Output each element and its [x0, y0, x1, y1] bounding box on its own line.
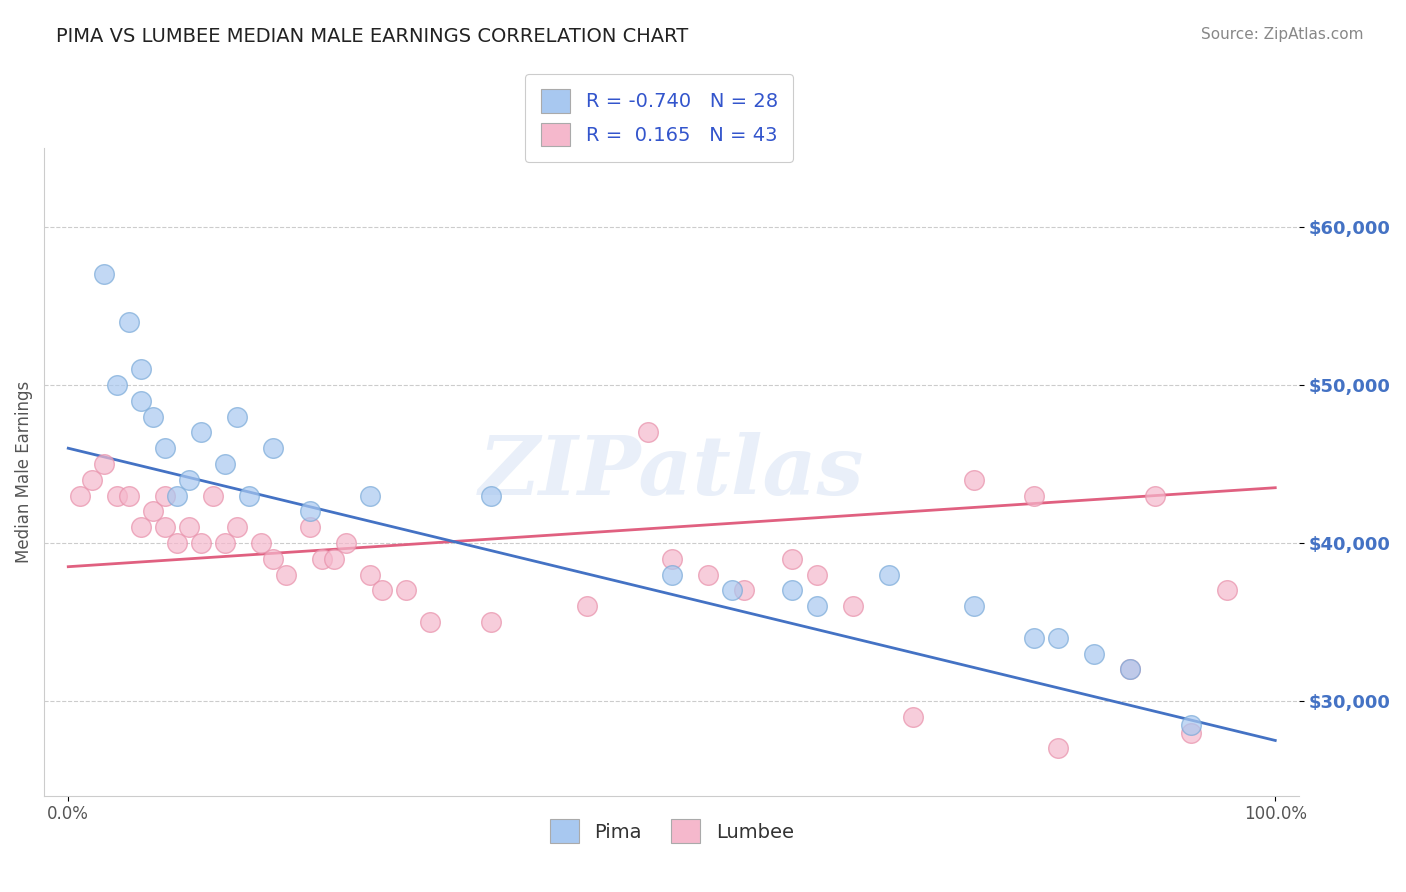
Point — [962, 599, 984, 614]
Point — [82, 473, 104, 487]
Point — [166, 489, 188, 503]
Point — [1119, 662, 1142, 676]
Point — [129, 393, 152, 408]
Point — [250, 536, 273, 550]
Point — [359, 489, 381, 503]
Point — [901, 710, 924, 724]
Point — [962, 473, 984, 487]
Text: ZIPatlas: ZIPatlas — [479, 432, 865, 512]
Point — [1180, 725, 1202, 739]
Point — [842, 599, 865, 614]
Point — [177, 520, 200, 534]
Point — [371, 583, 394, 598]
Point — [153, 520, 176, 534]
Point — [806, 567, 828, 582]
Point — [214, 457, 236, 471]
Point — [1216, 583, 1239, 598]
Point — [637, 425, 659, 440]
Point — [395, 583, 418, 598]
Point — [142, 504, 165, 518]
Point — [298, 520, 321, 534]
Point — [311, 551, 333, 566]
Point — [177, 473, 200, 487]
Point — [1119, 662, 1142, 676]
Point — [1046, 741, 1069, 756]
Point — [166, 536, 188, 550]
Point — [733, 583, 755, 598]
Point — [661, 551, 683, 566]
Y-axis label: Median Male Earnings: Median Male Earnings — [15, 381, 32, 563]
Point — [69, 489, 91, 503]
Point — [129, 520, 152, 534]
Point — [93, 268, 115, 282]
Point — [298, 504, 321, 518]
Point — [202, 489, 225, 503]
Point — [226, 409, 249, 424]
Point — [153, 489, 176, 503]
Point — [153, 441, 176, 455]
Point — [479, 615, 502, 629]
Point — [93, 457, 115, 471]
Point — [262, 551, 284, 566]
Point — [1022, 631, 1045, 645]
Point — [661, 567, 683, 582]
Point — [117, 315, 139, 329]
Point — [105, 489, 128, 503]
Point — [190, 425, 212, 440]
Point — [419, 615, 441, 629]
Text: Source: ZipAtlas.com: Source: ZipAtlas.com — [1201, 27, 1364, 42]
Point — [274, 567, 297, 582]
Text: PIMA VS LUMBEE MEDIAN MALE EARNINGS CORRELATION CHART: PIMA VS LUMBEE MEDIAN MALE EARNINGS CORR… — [56, 27, 689, 45]
Point — [262, 441, 284, 455]
Point — [129, 362, 152, 376]
Point — [1083, 647, 1105, 661]
Point — [782, 583, 804, 598]
Point — [697, 567, 720, 582]
Point — [142, 409, 165, 424]
Point — [576, 599, 599, 614]
Legend: Pima, Lumbee: Pima, Lumbee — [541, 812, 801, 851]
Point — [335, 536, 357, 550]
Point — [877, 567, 900, 582]
Point — [190, 536, 212, 550]
Point — [117, 489, 139, 503]
Point — [1022, 489, 1045, 503]
Point — [1143, 489, 1166, 503]
Point — [806, 599, 828, 614]
Point — [479, 489, 502, 503]
Point — [359, 567, 381, 582]
Point — [1046, 631, 1069, 645]
Point — [226, 520, 249, 534]
Point — [214, 536, 236, 550]
Point — [322, 551, 344, 566]
Point — [1180, 717, 1202, 731]
Point — [721, 583, 744, 598]
Point — [105, 378, 128, 392]
Point — [238, 489, 260, 503]
Point — [782, 551, 804, 566]
